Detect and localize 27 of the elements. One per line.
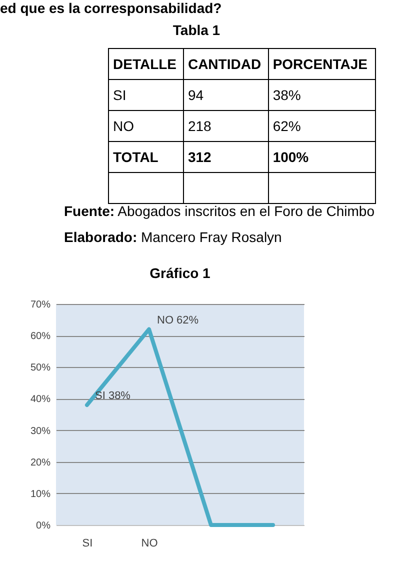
y-tick-label: 30%	[30, 426, 51, 437]
y-tick-label: 20%	[30, 457, 51, 468]
text: 100%	[268, 142, 376, 172]
data-label: NO 62%	[157, 314, 199, 326]
text: 94	[183, 80, 268, 110]
y-tick-label: 50%	[30, 362, 51, 374]
text: 218	[183, 110, 268, 142]
data-label: SI 38%	[95, 390, 131, 402]
y-tick-label: 40%	[30, 394, 51, 406]
text: TOTAL	[108, 142, 184, 172]
category-label: CANTIDAD	[183, 48, 268, 80]
category-label: DETALLE	[108, 48, 184, 80]
text: 312	[183, 142, 268, 172]
text: Tabla 1	[172, 22, 222, 38]
text: 62%	[268, 110, 376, 142]
text: 38%	[268, 80, 376, 110]
source-note: Fuente: Abogados inscritos en el Foro de Chimbo	[64, 203, 374, 219]
y-tick-label: 60%	[30, 331, 51, 342]
y-tick-label: 10%	[30, 488, 51, 500]
text: Elaborado: Mancero Fray Rosalyn	[64, 229, 282, 245]
text: SI	[108, 80, 184, 110]
y-tick-label: 0%	[36, 520, 51, 532]
chart-title: Gráfico 1	[150, 265, 211, 281]
y-tick-label: 70%	[30, 300, 51, 310]
text: NO	[108, 110, 184, 142]
text: ed que es la corresponsabilidad?	[0, 0, 222, 16]
category-label: PORCENTAJE	[268, 48, 376, 80]
